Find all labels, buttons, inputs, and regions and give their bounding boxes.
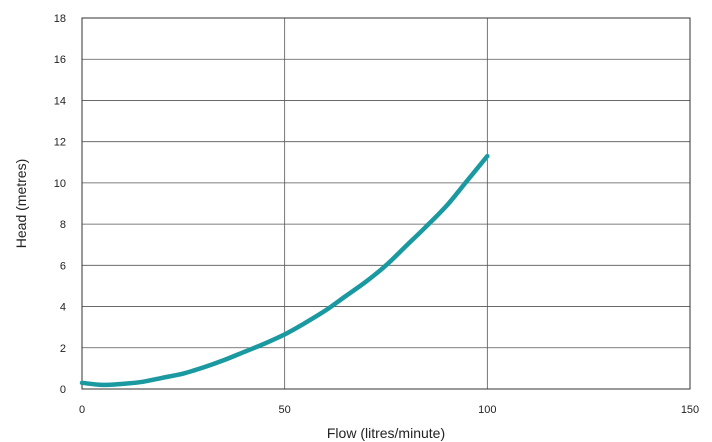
- y-tick-label: 8: [60, 219, 66, 231]
- series-line: [79, 153, 490, 388]
- y-tick-label: 0: [60, 384, 66, 396]
- y-tick-label: 18: [54, 13, 66, 25]
- plot-area-frame: [81, 17, 691, 390]
- x-tick-label: 150: [681, 404, 699, 416]
- y-tick-label: 10: [54, 178, 66, 190]
- series-group: [79, 153, 490, 388]
- y-tick-label: 12: [54, 137, 66, 149]
- x-axis-ticks: 0 50 100 150: [79, 404, 699, 416]
- y-axis-title: Head (metres): [13, 159, 29, 248]
- y-tick-label: 16: [54, 54, 66, 66]
- x-tick-label: 0: [79, 404, 85, 416]
- y-tick-label: 14: [54, 95, 66, 107]
- y-tick-label: 2: [60, 343, 66, 355]
- x-axis-title: Flow (litres/minute): [327, 425, 445, 441]
- x-tick-label: 50: [279, 404, 291, 416]
- x-tick-label: 100: [478, 404, 496, 416]
- y-tick-label: 4: [60, 302, 66, 314]
- y-axis-ticks: 0 2 4 6 8 10 12 14 16 18: [54, 13, 66, 396]
- grid: [82, 18, 690, 389]
- y-tick-label: 6: [60, 260, 66, 272]
